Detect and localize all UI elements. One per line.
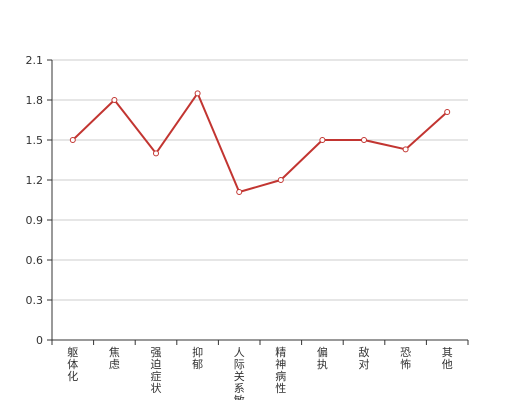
data-point[interactable] [153,150,159,157]
data-point[interactable] [69,137,76,143]
x-tick-labels: 躯体化 焦虑 强迫症状 抑郁 人际关系敏感 精神病性 偏执 敌对 恐怖 其他 [67,345,452,400]
y-tick-labels: 0 0.3 0.6 0.9 1.2 1.5 1.8 2.1 [26,54,44,347]
x-tick-label: 敌对 [359,345,370,371]
x-tick-label: 其他 [442,346,453,371]
data-point[interactable] [277,177,284,183]
y-tick-label: 0.9 [26,214,44,227]
data-point[interactable] [402,146,409,153]
y-tick-label: 0.3 [26,294,44,307]
data-point[interactable] [444,109,451,115]
y-tick-label: 0.6 [26,254,44,267]
y-tick-label: 1.2 [26,174,44,187]
x-tick-label: 抑郁 [192,345,203,371]
y-tick-label: 2.1 [26,54,44,67]
series-line [72,92,448,193]
data-point[interactable] [319,137,326,143]
x-tick-label: 躯体化 [67,346,78,383]
x-tick-label: 强迫症状 [151,346,162,395]
x-tick-label: 焦虑 [109,346,120,371]
x-tick-label: 恐怖 [400,346,411,371]
x-tick-label: 人际关系敏感 [234,346,245,400]
data-point[interactable] [194,90,201,97]
grid-lines [52,59,468,301]
data-point[interactable] [236,189,243,195]
data-point[interactable] [111,97,118,103]
x-tick-label: 精神病性 [275,346,286,395]
axes [47,59,469,345]
y-tick-label: 1.5 [26,134,44,147]
x-tick-label: 偏执 [317,345,328,371]
y-tick-label: 0 [36,334,43,347]
data-point[interactable] [361,137,367,143]
y-tick-label: 1.8 [26,94,44,107]
series [69,90,451,195]
